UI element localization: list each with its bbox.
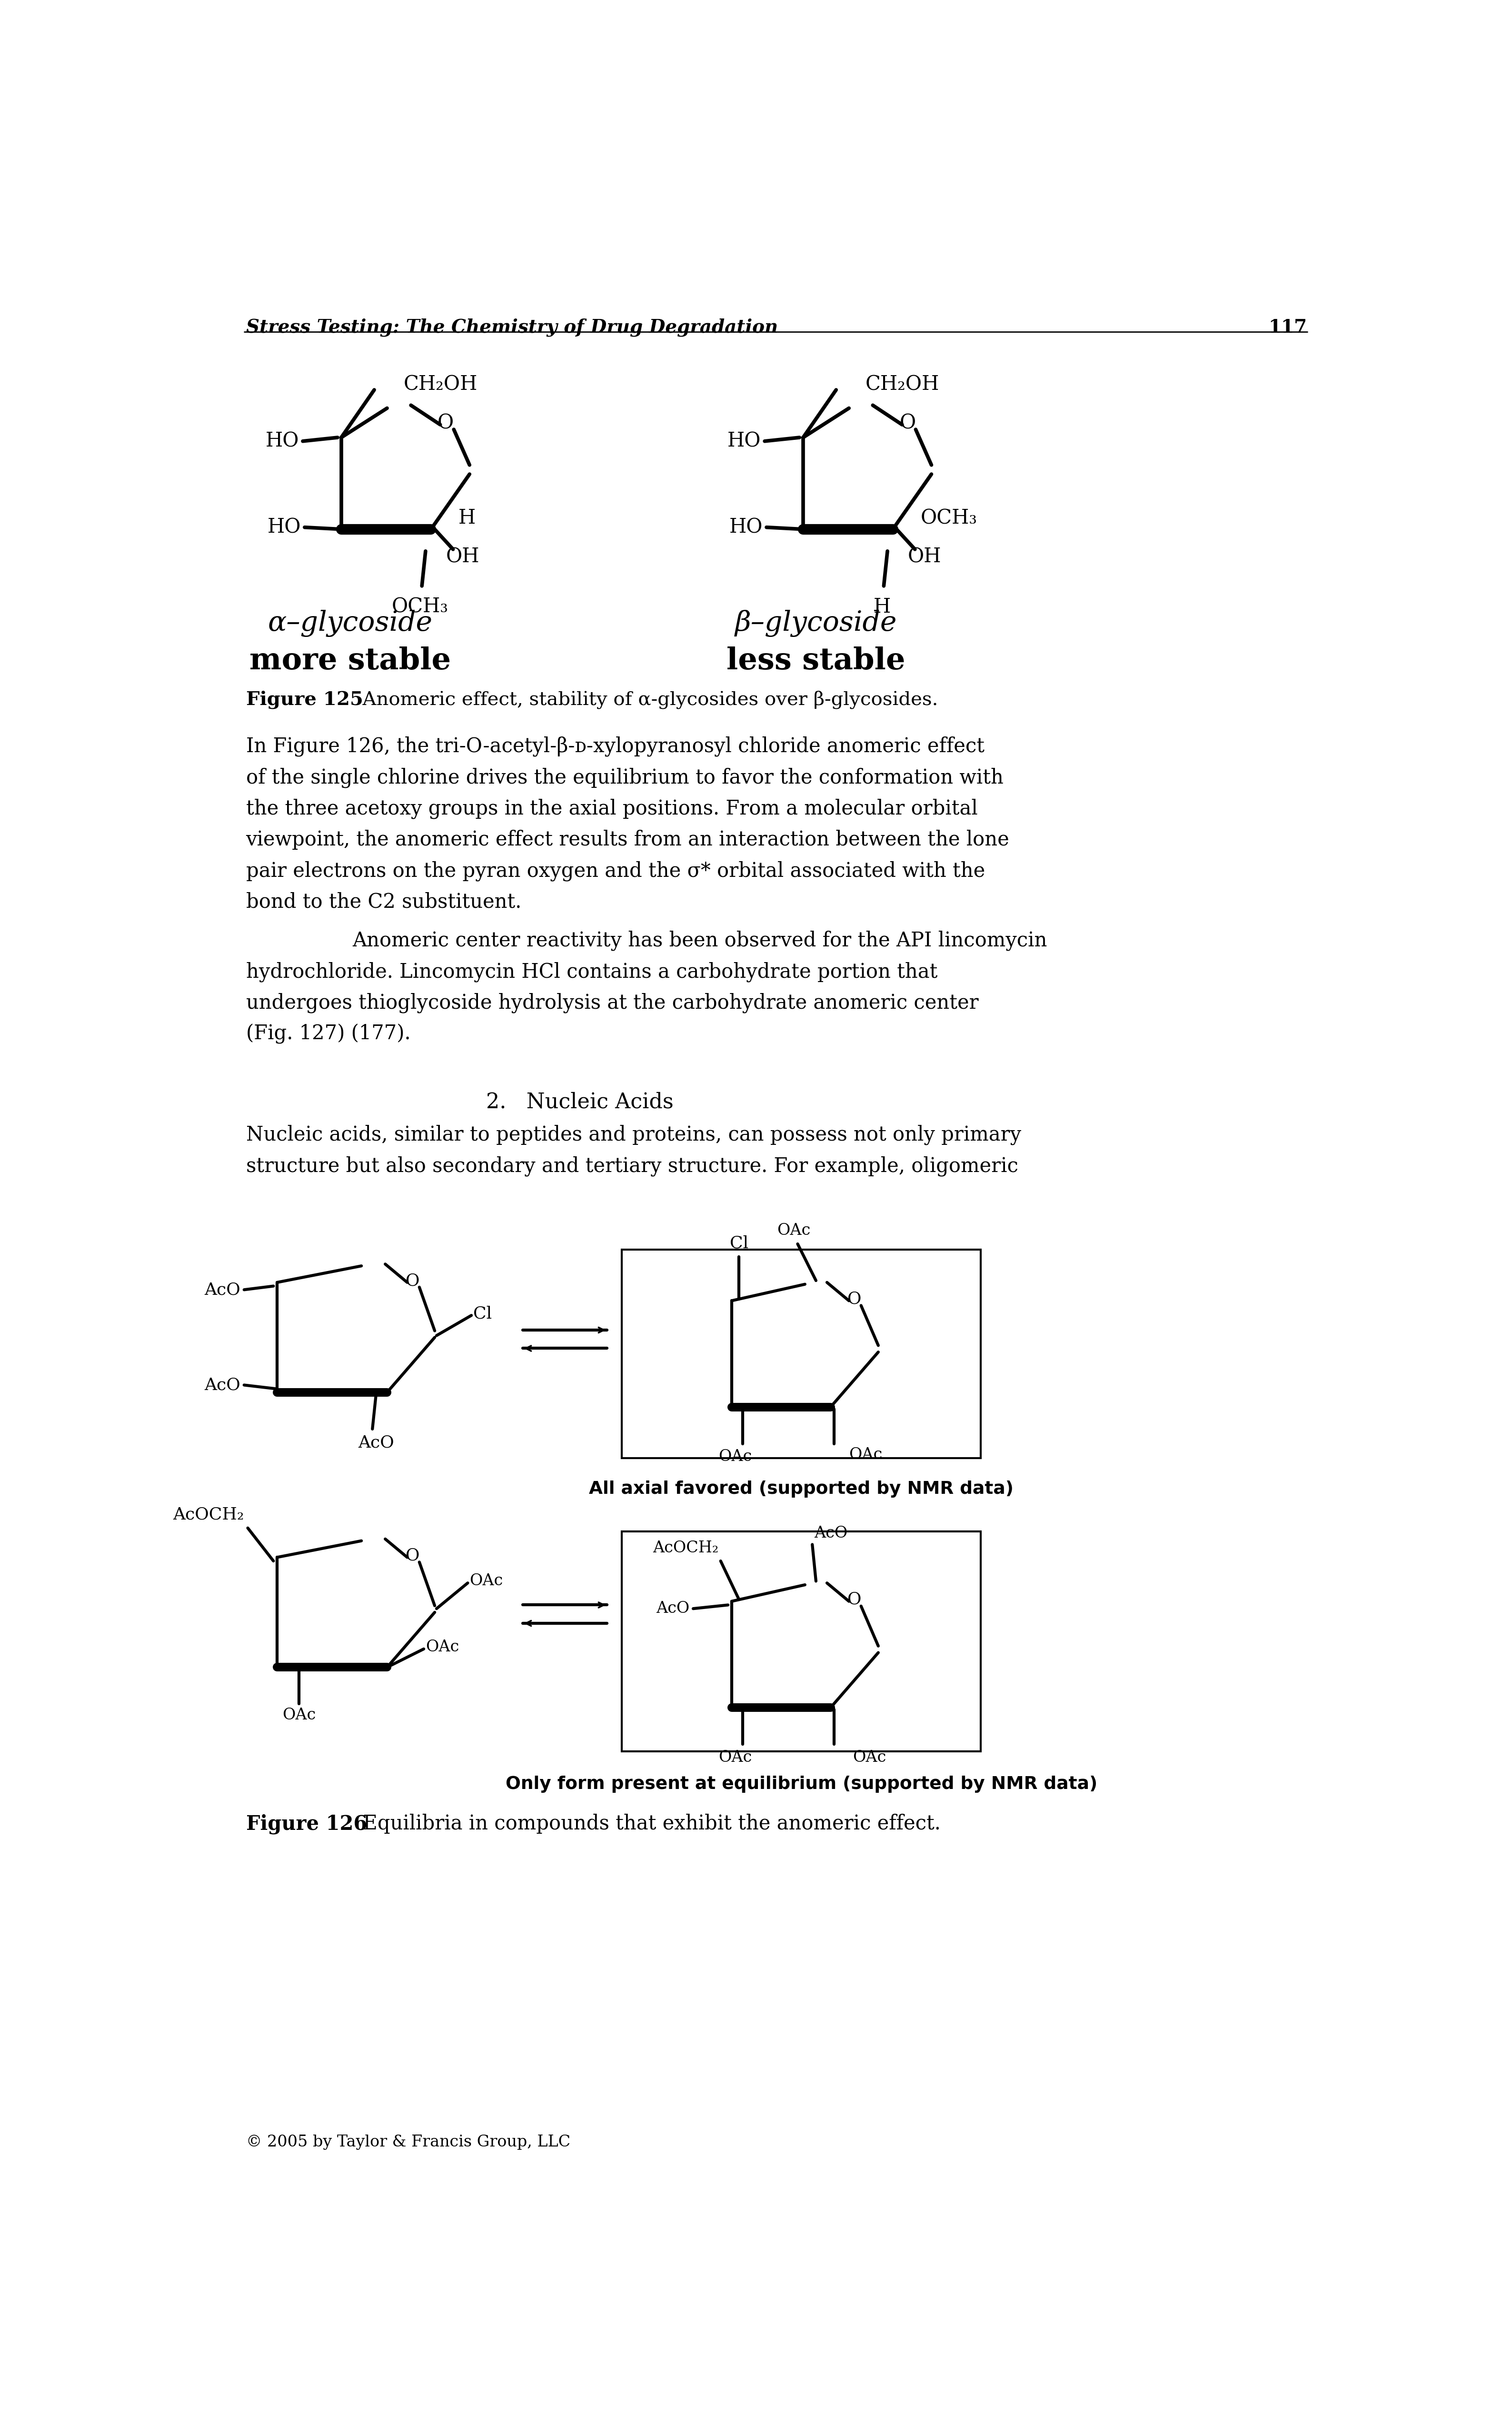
Text: α–glycoside: α–glycoside (268, 611, 432, 638)
Text: All axial favored (supported by NMR data): All axial favored (supported by NMR data… (590, 1481, 1013, 1498)
Text: OCH₃: OCH₃ (392, 596, 449, 618)
Text: the three acetoxy groups in the axial positions. From a molecular orbital: the three acetoxy groups in the axial po… (246, 797, 978, 819)
Text: Nucleic acids, similar to peptides and proteins, can possess not only primary: Nucleic acids, similar to peptides and p… (246, 1125, 1021, 1144)
Text: AcOCH₂: AcOCH₂ (653, 1539, 718, 1556)
Text: OAc: OAc (718, 1450, 751, 1464)
Text: OAc: OAc (848, 1447, 883, 1462)
Text: CH₂OH: CH₂OH (865, 373, 939, 395)
Text: Anomeric effect, stability of α-glycosides over β-glycosides.: Anomeric effect, stability of α-glycosid… (351, 691, 937, 708)
Text: H: H (874, 596, 891, 618)
Text: (Fig. 127) (177).: (Fig. 127) (177). (246, 1023, 410, 1045)
Text: AcO: AcO (204, 1377, 240, 1394)
Text: OAc: OAc (777, 1224, 810, 1239)
Text: O: O (405, 1273, 420, 1290)
Text: OH: OH (907, 548, 940, 567)
Text: AcO: AcO (204, 1282, 240, 1297)
Text: HO: HO (268, 516, 301, 538)
Text: less stable: less stable (727, 647, 906, 676)
Text: OAc: OAc (718, 1750, 751, 1765)
Text: pair electrons on the pyran oxygen and the σ* orbital associated with the: pair electrons on the pyran oxygen and t… (246, 861, 984, 880)
Text: β–glycoside: β–glycoside (735, 611, 897, 638)
Text: CH₂OH: CH₂OH (404, 373, 478, 395)
Text: Stress Testing: The Chemistry of Drug Degradation: Stress Testing: The Chemistry of Drug De… (246, 318, 777, 337)
Text: Anomeric center reactivity has been observed for the API lincomycin: Anomeric center reactivity has been obse… (352, 931, 1046, 950)
Text: Cl: Cl (473, 1307, 491, 1321)
Text: AcOCH₂: AcOCH₂ (172, 1505, 243, 1522)
Text: OCH₃: OCH₃ (921, 509, 977, 528)
Text: Only form present at equilibrium (supported by NMR data): Only form present at equilibrium (suppor… (505, 1774, 1098, 1794)
Bar (621, 1532, 981, 1753)
Text: Figure 125: Figure 125 (246, 691, 363, 708)
Text: structure but also secondary and tertiary structure. For example, oligomeric: structure but also secondary and tertiar… (246, 1156, 1018, 1176)
Text: hydrochloride. Lincomycin HCl contains a carbohydrate portion that: hydrochloride. Lincomycin HCl contains a… (246, 962, 937, 982)
Text: more stable: more stable (249, 647, 451, 676)
Text: HO: HO (729, 516, 762, 538)
Text: 117: 117 (1269, 318, 1308, 337)
Text: viewpoint, the anomeric effect results from an interaction between the lone: viewpoint, the anomeric effect results f… (246, 829, 1010, 851)
Text: O: O (437, 412, 454, 434)
Text: HO: HO (266, 431, 299, 451)
Text: In Figure 126, the tri-O-acetyl-β-ᴅ-xylopyranosyl chloride anomeric effect: In Figure 126, the tri-O-acetyl-β-ᴅ-xylo… (246, 737, 984, 756)
Text: Figure 126: Figure 126 (246, 1813, 367, 1835)
Text: AcO: AcO (656, 1600, 689, 1617)
Text: © 2005 by Taylor & Francis Group, LLC: © 2005 by Taylor & Francis Group, LLC (246, 2136, 570, 2150)
Text: Equilibria in compounds that exhibit the anomeric effect.: Equilibria in compounds that exhibit the… (351, 1813, 940, 1835)
Text: of the single chlorine drives the equilibrium to favor the conformation with: of the single chlorine drives the equili… (246, 768, 1004, 788)
Text: O: O (900, 412, 916, 434)
Text: AcO: AcO (813, 1525, 848, 1542)
Text: H: H (458, 509, 476, 528)
Text: Cl: Cl (730, 1236, 748, 1251)
Text: O: O (847, 1593, 862, 1607)
Text: OAc: OAc (283, 1706, 316, 1723)
Text: 2.   Nucleic Acids: 2. Nucleic Acids (485, 1091, 673, 1113)
Text: OAc: OAc (470, 1573, 503, 1588)
Text: undergoes thioglycoside hydrolysis at the carbohydrate anomeric center: undergoes thioglycoside hydrolysis at th… (246, 994, 978, 1013)
Text: O: O (847, 1292, 862, 1307)
Text: O: O (405, 1547, 420, 1563)
Text: OAc: OAc (425, 1639, 460, 1656)
Text: OH: OH (446, 548, 479, 567)
Text: bond to the C2 substituent.: bond to the C2 substituent. (246, 892, 522, 911)
Text: HO: HO (727, 431, 761, 451)
Text: AcO: AcO (358, 1435, 395, 1450)
Bar (621, 1248, 981, 1459)
Text: OAc: OAc (853, 1750, 886, 1765)
